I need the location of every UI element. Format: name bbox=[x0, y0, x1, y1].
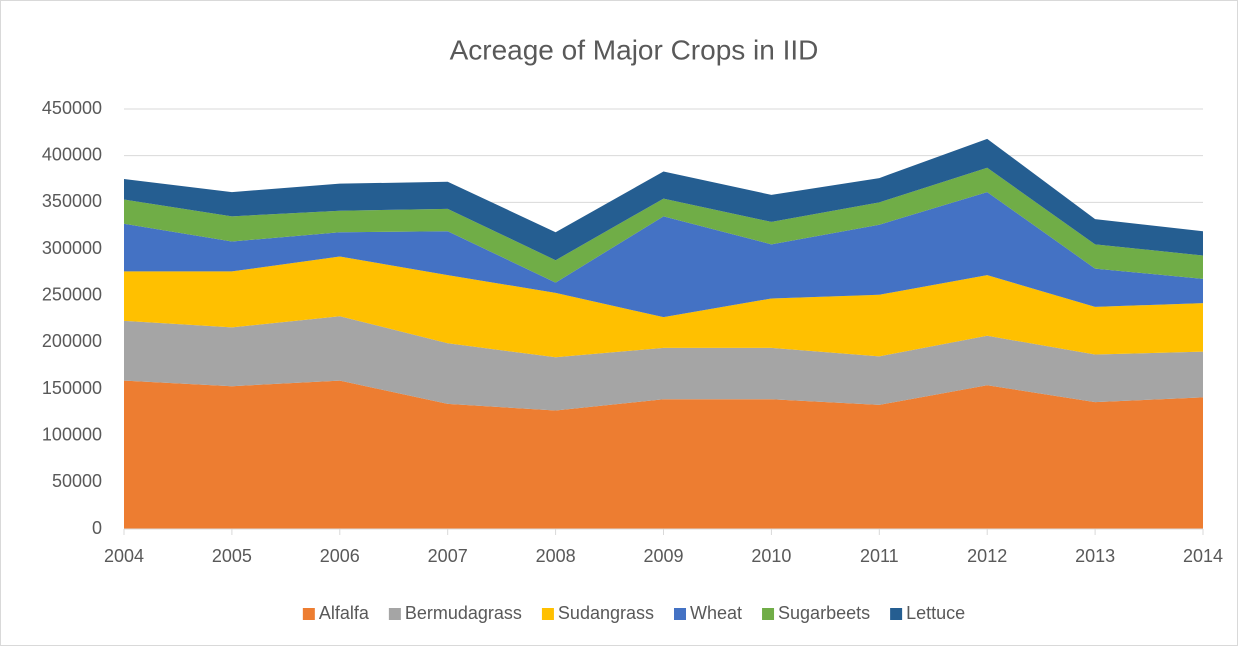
legend-label: Sugarbeets bbox=[778, 603, 870, 623]
x-tick-label: 2010 bbox=[751, 546, 791, 566]
y-tick-label: 250000 bbox=[42, 284, 102, 304]
legend-swatch bbox=[388, 608, 401, 620]
y-tick-label: 100000 bbox=[42, 424, 102, 444]
legend-swatch bbox=[541, 608, 554, 620]
legend-swatch bbox=[674, 608, 687, 620]
x-tick-label: 2009 bbox=[643, 546, 683, 566]
legend-label: Bermudagrass bbox=[405, 603, 522, 623]
chart-title: Acreage of Major Crops in IID bbox=[450, 34, 819, 65]
area bbox=[124, 380, 1203, 529]
y-tick-label: 150000 bbox=[42, 378, 102, 398]
x-tick-label: 2011 bbox=[860, 546, 899, 566]
y-tick-label: 200000 bbox=[42, 331, 102, 351]
y-tick-label: 300000 bbox=[42, 238, 102, 258]
legend-swatch bbox=[762, 608, 775, 620]
legend-swatch bbox=[890, 608, 903, 620]
y-tick-label: 0 bbox=[92, 518, 102, 538]
area bbox=[124, 167, 1203, 283]
legend-label: Lettuce bbox=[906, 603, 965, 623]
x-tick-label: 2007 bbox=[428, 546, 468, 566]
x-tick-label: 2004 bbox=[104, 546, 144, 566]
area bbox=[124, 256, 1203, 358]
legend-label: Wheat bbox=[690, 603, 742, 623]
x-tick-label: 2005 bbox=[212, 546, 252, 566]
y-tick-label: 350000 bbox=[42, 191, 102, 211]
y-tick-label: 450000 bbox=[42, 98, 102, 118]
x-tick-label: 2013 bbox=[1075, 546, 1115, 566]
y-tick-label: 400000 bbox=[42, 144, 102, 164]
y-tick-label: 50000 bbox=[52, 471, 102, 491]
area bbox=[124, 192, 1203, 318]
x-tick-label: 2008 bbox=[536, 546, 576, 566]
area bbox=[124, 138, 1203, 261]
legend-label: Sudangrass bbox=[558, 603, 654, 623]
legend-label: Alfalfa bbox=[319, 603, 370, 623]
x-tick-label: 2006 bbox=[320, 546, 360, 566]
legend-swatch bbox=[302, 608, 315, 620]
x-tick-label: 2012 bbox=[967, 546, 1007, 566]
x-tick-label: 2014 bbox=[1183, 546, 1223, 566]
area bbox=[124, 316, 1203, 411]
